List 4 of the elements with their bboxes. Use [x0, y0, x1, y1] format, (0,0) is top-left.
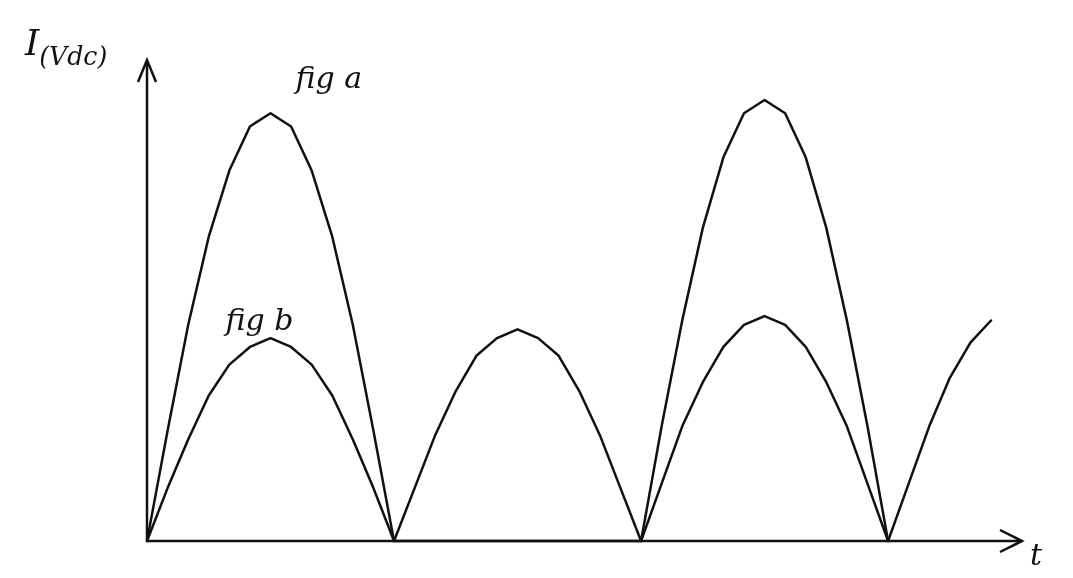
x-axis-title: t — [1030, 537, 1043, 572]
y-axis-title: I$_{(Vdc)}$ — [24, 22, 108, 71]
series-label: fig b — [223, 302, 294, 338]
series-label: fig a — [293, 60, 363, 96]
